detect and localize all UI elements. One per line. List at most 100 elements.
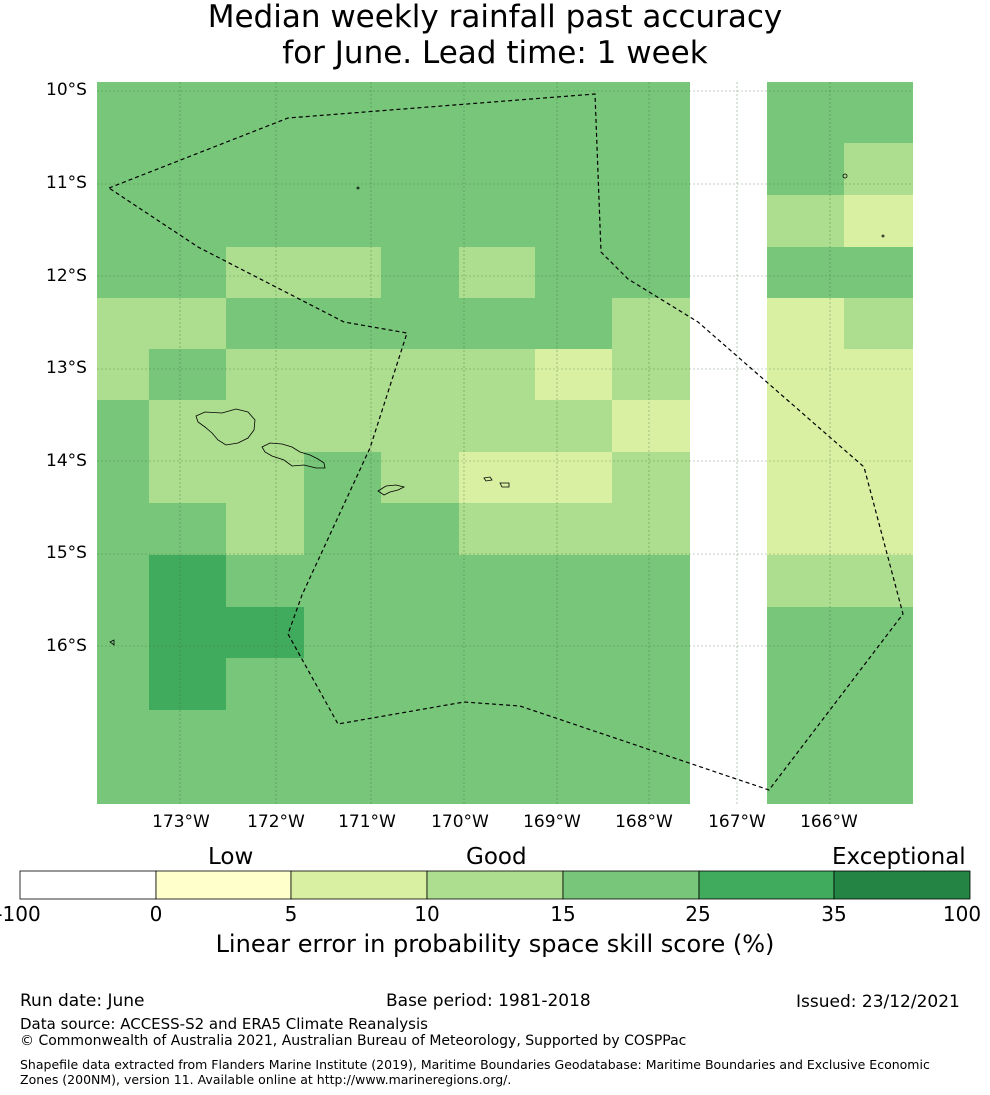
colorbar-tick-5: 5 — [284, 902, 298, 926]
shapefile-credit: Shapefile data extracted from Flanders M… — [20, 1057, 930, 1087]
grid-cell — [459, 247, 535, 298]
grid-cell — [612, 452, 690, 503]
grid-cell — [459, 762, 535, 804]
grid-cell — [149, 400, 226, 452]
colorbar-tick-100: 100 — [942, 902, 982, 926]
grid-cell — [459, 143, 535, 195]
grid-cell — [149, 298, 226, 349]
grid-cell — [535, 298, 612, 349]
grid-cell — [97, 143, 149, 195]
grid-cell — [459, 658, 535, 710]
colorbar-tick--100: -100 — [0, 902, 41, 926]
grid-cell — [381, 555, 459, 607]
grid-cell — [226, 452, 304, 503]
grid-cell — [844, 555, 913, 607]
lat-label-16s: 16°S — [46, 636, 87, 656]
grid-cell — [149, 452, 226, 503]
lon-label-166w: 166°W — [800, 812, 858, 832]
grid-cell — [844, 143, 913, 195]
grid-cell — [381, 710, 459, 762]
grid-cell — [767, 607, 844, 658]
swains-islet — [842, 173, 848, 179]
grid-cell — [612, 607, 690, 658]
grid-cell — [844, 503, 913, 555]
grid-cell — [612, 247, 690, 298]
skill-grid-cells — [97, 82, 913, 804]
data-source: Data source: ACCESS-S2 and ERA5 Climate … — [20, 1015, 428, 1033]
lon-label-167w: 167°W — [708, 812, 766, 832]
grid-cell — [767, 349, 844, 400]
grid-cell — [767, 762, 844, 804]
grid-cell — [612, 503, 690, 555]
grid-cell — [535, 762, 612, 804]
grid-cell — [304, 82, 381, 143]
grid-cell — [226, 607, 304, 658]
grid-cell — [459, 555, 535, 607]
grid-cell — [459, 298, 535, 349]
grid-cell — [149, 762, 226, 804]
lat-label-14s: 14°S — [46, 451, 87, 471]
grid-cell — [767, 400, 844, 452]
grid-cell — [767, 82, 844, 143]
grid-cell — [844, 195, 913, 247]
grid-cell — [381, 762, 459, 804]
grid-cell — [97, 607, 149, 658]
grid-cell — [535, 658, 612, 710]
grid-cell — [767, 658, 844, 710]
grid-cell — [844, 400, 913, 452]
grid-cell — [149, 247, 226, 298]
lon-label-169w: 169°W — [523, 812, 581, 832]
base-period: Base period: 1981-2018 — [386, 991, 591, 1011]
samoa-islands — [109, 173, 885, 646]
grid-cell — [304, 247, 381, 298]
colorbar-segment — [833, 870, 971, 900]
grid-cell — [612, 710, 690, 762]
grid-cell — [149, 555, 226, 607]
grid-cell — [844, 762, 913, 804]
grid-cell — [767, 710, 844, 762]
lon-label-173w: 173°W — [152, 812, 210, 832]
colorbar-segment — [155, 870, 292, 900]
grid-cell — [226, 143, 304, 195]
grid-cell — [844, 452, 913, 503]
grid-cell — [304, 503, 381, 555]
islet-11-5s — [881, 234, 885, 238]
grid-cell — [97, 555, 149, 607]
grid-cell — [535, 503, 612, 555]
grid-cell — [844, 349, 913, 400]
grid-cell — [767, 247, 844, 298]
issued-date: Issued: 23/12/2021 — [796, 992, 960, 1012]
grid-cell — [844, 298, 913, 349]
colorbar-category-good: Good — [466, 844, 527, 870]
grid-cell — [767, 503, 844, 555]
grid-cell — [226, 400, 304, 452]
grid-cell — [612, 658, 690, 710]
colorbar-segment — [290, 870, 428, 900]
grid-cell — [844, 710, 913, 762]
colorbar-tick-0: 0 — [149, 902, 163, 926]
grid-cell — [304, 349, 381, 400]
grid-cell — [459, 82, 535, 143]
grid-cell — [844, 607, 913, 658]
grid-cell — [767, 452, 844, 503]
grid-cell — [612, 762, 690, 804]
colorbar-segment — [426, 870, 564, 900]
colorbar-segment — [562, 870, 700, 900]
tutuila-island — [377, 484, 406, 496]
grid-cell — [612, 143, 690, 195]
grid-cell — [381, 349, 459, 400]
grid-cell — [535, 400, 612, 452]
grid-cell — [226, 710, 304, 762]
grid-cell — [459, 195, 535, 247]
grid-cell — [149, 607, 226, 658]
lon-label-172w: 172°W — [247, 812, 305, 832]
grid-cell — [97, 349, 149, 400]
grid-cell — [226, 658, 304, 710]
grid-cell — [459, 710, 535, 762]
manua-islet-2 — [499, 482, 510, 488]
grid-cell — [535, 247, 612, 298]
grid-cell — [381, 195, 459, 247]
grid-cell — [767, 298, 844, 349]
grid-cell — [612, 82, 690, 143]
